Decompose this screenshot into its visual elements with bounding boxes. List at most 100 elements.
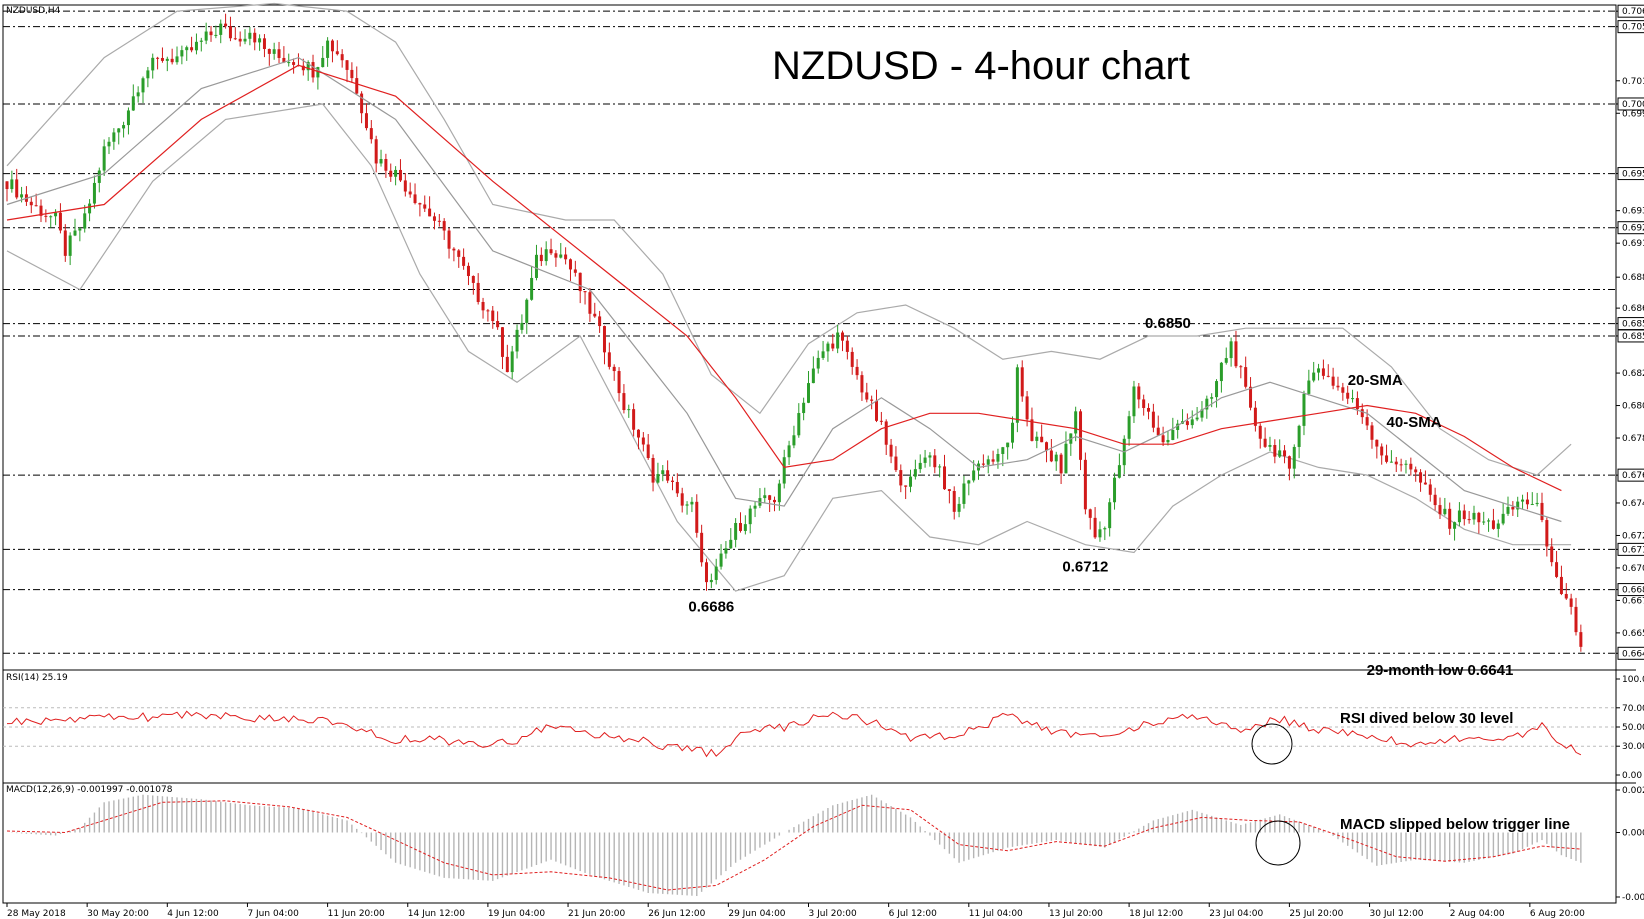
sma20-line: [6, 56, 1562, 523]
candle-body: [505, 356, 509, 373]
candle-body: [520, 322, 524, 330]
candle-body: [1321, 368, 1325, 376]
price-level-box: [1617, 468, 1644, 482]
price-tick-label: 0.69310: [1622, 207, 1644, 217]
price-annotations: 0.6850 0.6712 0.6686 20-SMA 40-SMA 29-month l…: [688, 315, 1513, 679]
candle-body: [991, 459, 995, 462]
candle-body: [1278, 450, 1282, 457]
candle-body: [1380, 446, 1384, 456]
candle-body: [1030, 419, 1034, 441]
candle-body: [738, 522, 742, 531]
time-tick-label: 6 Jul 12:00: [889, 909, 938, 919]
candle-body: [811, 368, 815, 384]
candle-body: [1200, 409, 1204, 418]
candle-body: [1501, 513, 1505, 524]
candle-body: [928, 455, 932, 458]
candle-body: [996, 453, 1000, 462]
price-annotation: 0.6686: [688, 599, 734, 616]
candle-body: [889, 444, 893, 457]
candle-body: [807, 383, 810, 403]
candle-body: [1142, 399, 1146, 408]
candle-body: [500, 327, 504, 357]
candle-body: [1151, 411, 1155, 428]
candle-body: [884, 421, 888, 445]
candle-body: [1530, 504, 1534, 506]
candle-body: [1423, 482, 1427, 485]
candle-body: [1171, 430, 1175, 440]
candle-body: [1414, 469, 1418, 473]
candle-body: [1156, 427, 1160, 436]
candle-body: [253, 32, 257, 43]
candle-body: [345, 60, 349, 70]
candle-body: [564, 254, 568, 260]
candle-body: [117, 128, 121, 133]
candle-body: [583, 291, 587, 293]
macd-tick-label: 0.000000: [1622, 829, 1644, 839]
rsi-line: [6, 710, 1582, 758]
candle-body: [831, 343, 835, 349]
time-tick-label: 28 May 2018: [7, 909, 66, 919]
candle-body: [136, 92, 140, 97]
candle-body: [204, 31, 208, 41]
price-tick-label: 0.67600: [1622, 471, 1644, 481]
candle-body: [641, 437, 645, 445]
candle-body: [802, 402, 806, 414]
candle-body: [287, 62, 291, 64]
price-level-box: [1617, 97, 1644, 111]
candle-body: [1491, 520, 1495, 529]
candle-body: [860, 375, 864, 393]
candle-body: [952, 491, 956, 512]
price-tick-label: 0.68260: [1622, 369, 1644, 379]
candle-body: [1351, 398, 1355, 400]
candle-body: [559, 254, 563, 258]
candle-body: [476, 282, 480, 302]
candle-body: [1506, 506, 1510, 514]
candle-body: [1545, 520, 1549, 547]
candle-body: [1074, 411, 1078, 434]
macd-label: MACD(12,26,9) -0.001997 -0.001078: [6, 785, 173, 795]
price-tick-label: 0.67840: [1622, 434, 1644, 444]
candle-body: [622, 393, 626, 411]
candle-body: [1365, 417, 1369, 426]
candle-body: [1564, 593, 1568, 599]
candle-body: [588, 292, 592, 314]
price-tick-label: 0.68580: [1622, 320, 1644, 330]
candle-body: [1535, 502, 1539, 505]
price-level-box: [1617, 167, 1644, 181]
candle-body: [1103, 528, 1107, 530]
candle-body: [73, 230, 77, 236]
candle-body: [646, 444, 650, 459]
candle-body: [350, 69, 354, 79]
time-tick-label: 23 Jul 04:00: [1209, 909, 1263, 919]
candle-body: [199, 40, 203, 42]
candle-body: [384, 158, 388, 171]
price-level-box: [1617, 221, 1644, 235]
candle-body: [228, 26, 232, 39]
candle-body: [1399, 464, 1403, 466]
candle-body: [670, 480, 674, 482]
time-tick-label: 18 Jul 12:00: [1129, 909, 1183, 919]
price-tick-label: 0.70600: [1622, 7, 1644, 17]
candle-body: [1326, 375, 1330, 377]
candle-body: [1113, 477, 1117, 503]
candle-body: [1370, 425, 1374, 440]
candle-body: [462, 256, 466, 266]
price-tick-label: 0.66860: [1622, 586, 1644, 596]
macd-tick-label: -0.004265: [1622, 893, 1644, 903]
candle-body: [515, 329, 519, 352]
candle-body: [879, 420, 883, 422]
candle-body: [306, 62, 310, 71]
candle-body: [190, 47, 194, 51]
candle-body: [301, 65, 305, 71]
chart-frame: [2, 4, 1636, 904]
price-annotation: 0.6850: [1145, 315, 1191, 332]
rsi-label: RSI(14) 25.19: [6, 673, 68, 683]
candle-body: [714, 566, 718, 580]
candle-body: [321, 57, 325, 68]
candle-body: [938, 466, 942, 468]
candle-body: [10, 179, 14, 190]
candle-body: [97, 170, 101, 183]
candle-body: [972, 470, 976, 481]
price-tick-label: 0.66580: [1622, 629, 1644, 639]
time-tick-label: 14 Jun 12:00: [408, 909, 465, 919]
